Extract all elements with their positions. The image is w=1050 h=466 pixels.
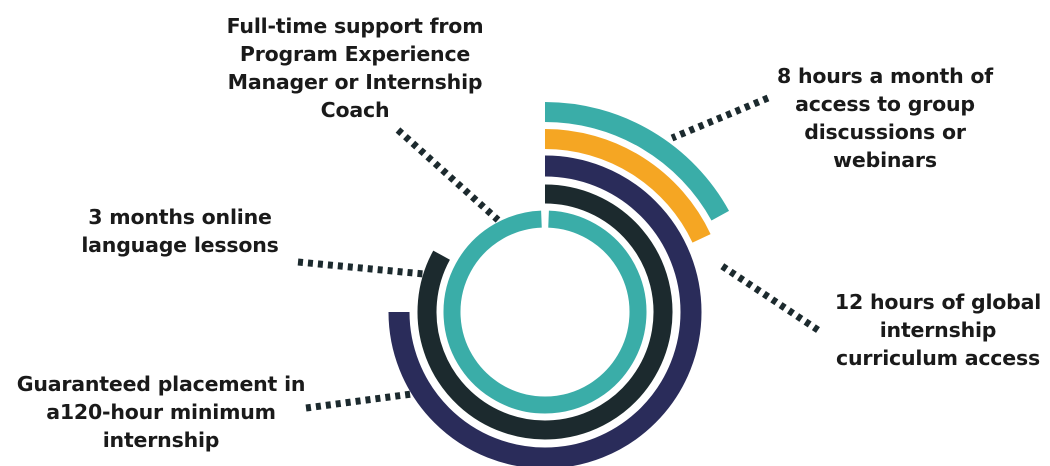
label-line: 3 months online xyxy=(88,205,272,229)
leader-lines xyxy=(297,94,820,412)
leader-full-time-support xyxy=(395,127,501,223)
leader-global-curriculum xyxy=(720,263,820,333)
radial-rings xyxy=(388,102,730,466)
label-line: access to group xyxy=(795,92,975,116)
leader-group-discussions xyxy=(670,94,770,142)
label-line: 8 hours a month of xyxy=(776,64,994,88)
label-guaranteed-placement: Guaranteed placement in a120-hour minimu… xyxy=(8,370,314,454)
label-line: 12 hours of global xyxy=(834,290,1042,314)
label-line: Manager or Internship xyxy=(227,70,483,94)
label-line: Program Experience xyxy=(239,42,471,66)
label-line: Full-time support from xyxy=(226,14,484,38)
label-line: Guaranteed placement in xyxy=(16,372,306,396)
label-line: language lessons xyxy=(81,233,279,257)
label-line: webinars xyxy=(833,148,937,172)
ring-group-discussions xyxy=(544,102,730,221)
leader-language-lessons xyxy=(297,258,425,278)
leader-guaranteed-placement xyxy=(305,390,413,412)
label-group-discussions: 8 hours a month of access to group discu… xyxy=(760,62,1010,174)
label-line: internship xyxy=(879,318,997,342)
label-line: discussions or xyxy=(804,120,966,144)
label-line: internship xyxy=(102,428,220,452)
label-full-time-support: Full-time support from Program Experienc… xyxy=(205,12,505,124)
label-line: Coach xyxy=(320,98,390,122)
ring-global-curriculum xyxy=(544,129,711,243)
ring-language-lessons xyxy=(417,184,673,440)
label-global-curriculum: 12 hours of global internship curriculum… xyxy=(828,288,1048,372)
ring-guaranteed-placement xyxy=(388,155,702,466)
label-line: a120-hour minimum xyxy=(46,400,276,424)
label-language-lessons: 3 months online language lessons xyxy=(60,203,300,259)
label-line: curriculum access xyxy=(836,346,1040,370)
ring-full-time-support xyxy=(443,210,647,414)
